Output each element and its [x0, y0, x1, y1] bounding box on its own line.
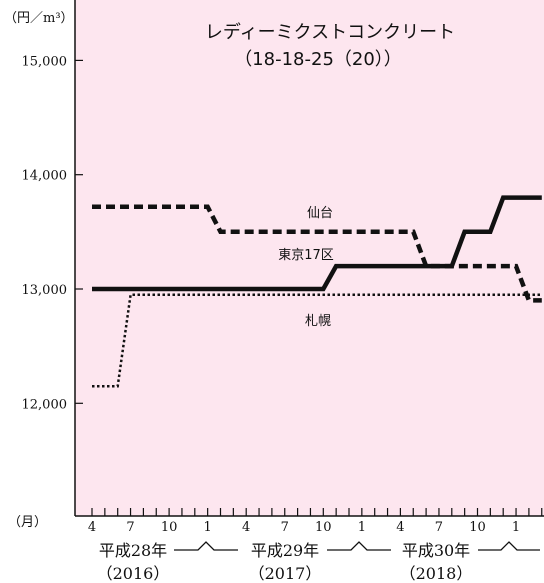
x-tick-label: 1	[512, 520, 520, 535]
series-lines	[92, 195, 542, 388]
x-tick-label: 7	[435, 520, 443, 535]
x-tick-label: 10	[161, 520, 178, 535]
x-ticks: 4 7 10 1 4 7 10 1 4 7 10 1	[88, 508, 543, 535]
x-tick-label: 1	[204, 520, 212, 535]
x-tick-label: 4	[88, 520, 96, 535]
chart-subtitle: （18-18-25（20））	[234, 49, 402, 70]
series-label-sapporo: 札幌	[305, 313, 331, 329]
series-line-1	[92, 204, 542, 303]
x-tick-label: 4	[242, 520, 250, 535]
year-label: 平成30年	[402, 541, 470, 560]
year-label: 平成28年	[99, 541, 167, 560]
year-sub-label: （2016）	[97, 564, 170, 583]
year-labels: 平成28年 （2016） 平成29年 （2017） 平成30年 （2018）	[97, 541, 540, 583]
x-tick-label: 4	[396, 520, 404, 535]
year-sub-label: （2018）	[400, 564, 473, 583]
y-axis-unit-label: （円／m³）	[4, 11, 74, 26]
series-label-tokyo: 東京17区	[278, 247, 334, 263]
x-tick-label: 7	[281, 520, 289, 535]
y-tick-label: 12,000	[22, 397, 68, 412]
x-tick-label: 1	[358, 520, 366, 535]
year-bracket-line	[327, 541, 391, 551]
series-line-0	[92, 195, 542, 292]
y-tick-label: 14,000	[22, 169, 68, 184]
year-label: 平成29年	[251, 541, 319, 560]
y-tick-label: 15,000	[22, 54, 68, 69]
x-tick-label: 10	[315, 520, 332, 535]
x-tick-label: 7	[126, 520, 134, 535]
year-bracket-line	[478, 541, 540, 551]
series-line-2	[92, 293, 542, 388]
year-sub-label: （2017）	[249, 564, 322, 583]
year-bracket-line	[174, 541, 238, 551]
x-tick-label: 10	[469, 520, 486, 535]
y-ticks: 12,000 13,000 14,000 15,000	[22, 54, 83, 412]
plot-area	[75, 0, 544, 516]
series-label-sendai: 仙台	[307, 206, 333, 221]
x-axis-unit-label: （月）	[8, 515, 47, 530]
chart-title: レディーミクストコンクリート	[205, 22, 455, 43]
y-tick-label: 13,000	[22, 283, 68, 298]
